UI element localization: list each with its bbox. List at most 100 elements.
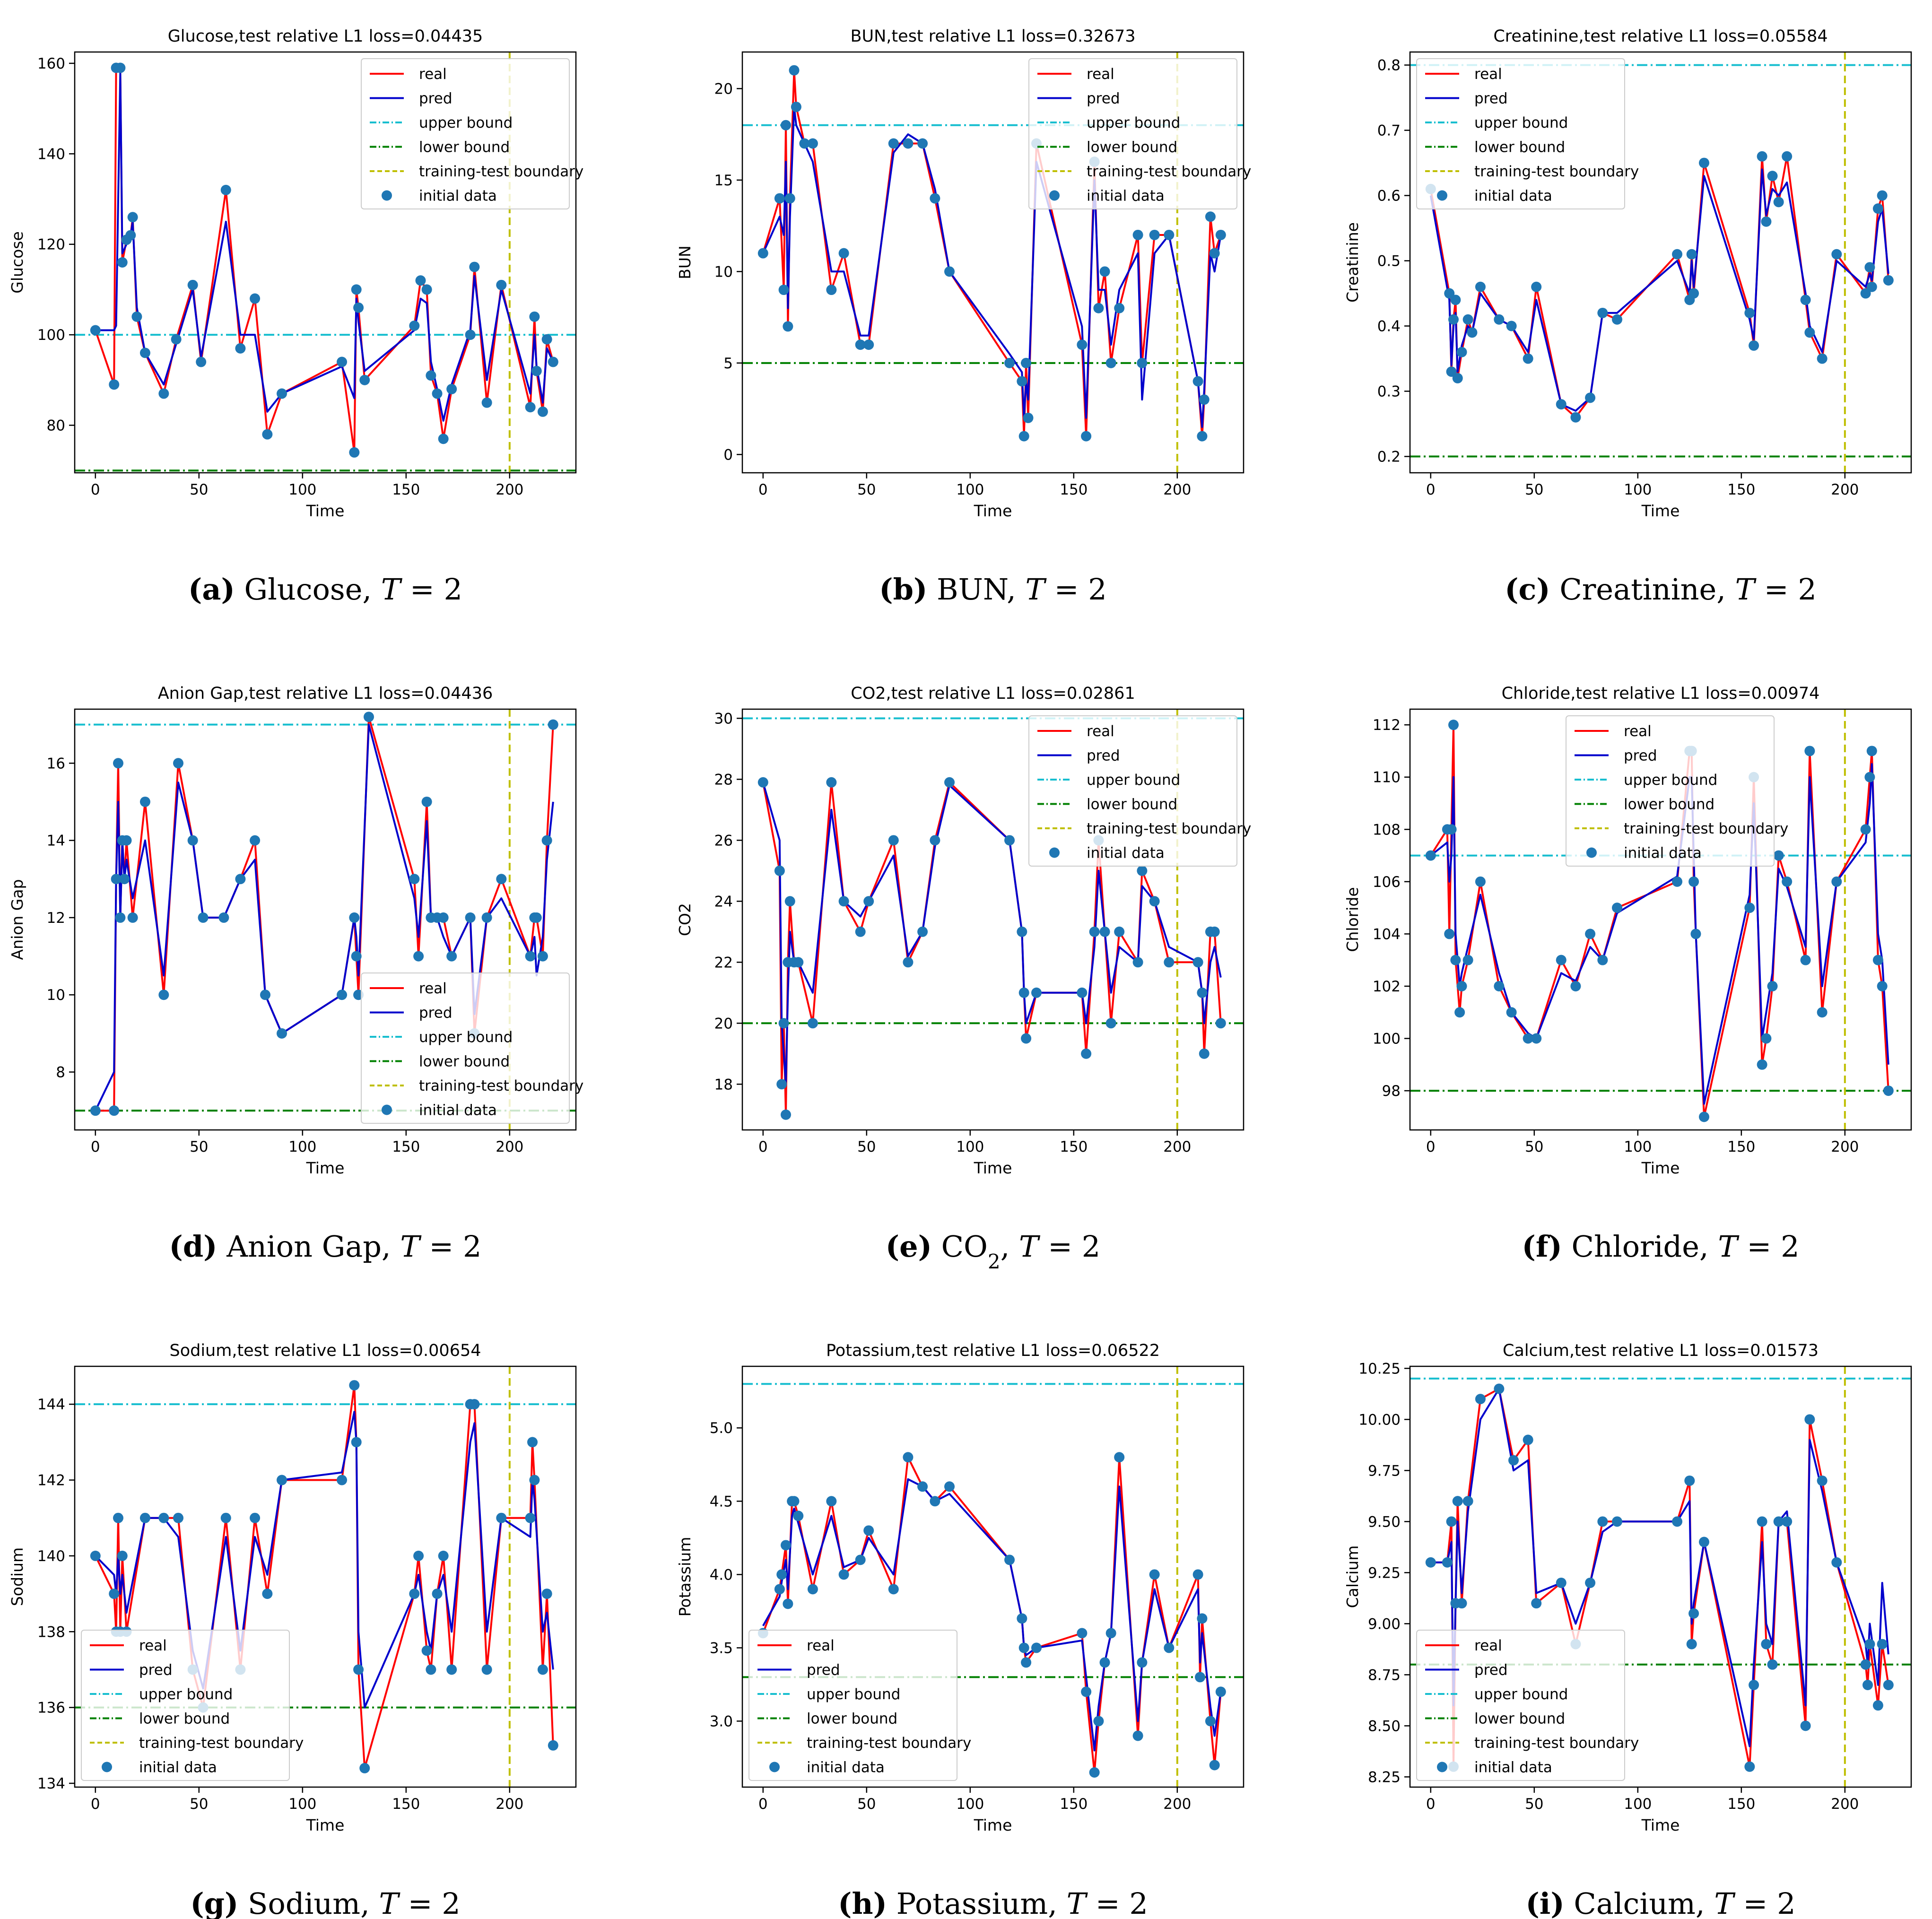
initial-data-point xyxy=(117,1550,128,1561)
initial-data-point xyxy=(481,1664,492,1675)
legend-marker xyxy=(1586,847,1597,858)
y-tick-label: 12 xyxy=(47,910,65,927)
initial-data-point xyxy=(465,912,476,923)
initial-data-point xyxy=(1866,281,1877,292)
initial-data-point xyxy=(1761,216,1772,227)
initial-data-point xyxy=(1767,981,1778,991)
y-tick-label: 4.5 xyxy=(710,1493,733,1510)
legend-upper-bound: upper bound xyxy=(1474,114,1568,131)
initial-data-point xyxy=(531,365,542,376)
initial-data-point xyxy=(1093,303,1104,313)
x-tick-label: 50 xyxy=(1525,481,1543,498)
legend-pred: pred xyxy=(1087,747,1120,764)
chart-title: Potassium,test relative L1 loss=0.06522 xyxy=(826,1341,1160,1360)
initial-data-point xyxy=(838,248,849,259)
legend-training-test-boundary: training-test boundary xyxy=(1087,820,1251,837)
chart-title: Glucose,test relative L1 loss=0.04435 xyxy=(168,27,483,46)
legend-real: real xyxy=(419,980,447,997)
legend-initial-data: initial data xyxy=(419,1102,497,1119)
initial-data-point xyxy=(1089,926,1100,937)
initial-data-point xyxy=(1773,1516,1784,1527)
legend-initial-data: initial data xyxy=(1087,845,1165,862)
initial-data-point xyxy=(529,311,540,322)
initial-data-point xyxy=(1452,1496,1463,1507)
initial-data-point xyxy=(888,1584,899,1595)
x-axis-label: Time xyxy=(1641,1816,1680,1834)
initial-data-point xyxy=(1804,327,1815,338)
x-tick-label: 0 xyxy=(1426,1138,1436,1155)
initial-data-point xyxy=(262,429,273,440)
y-tick-label: 10 xyxy=(714,263,733,280)
initial-data-point xyxy=(1031,1642,1042,1653)
initial-data-point xyxy=(531,912,542,923)
initial-data-point xyxy=(438,912,449,923)
y-tick-label: 0.3 xyxy=(1377,383,1401,400)
legend-box xyxy=(1028,715,1237,867)
initial-data-point xyxy=(1114,1452,1125,1463)
initial-data-point xyxy=(1672,876,1683,887)
initial-data-point xyxy=(1017,926,1027,937)
initial-data-point xyxy=(198,912,209,923)
initial-data-point xyxy=(1688,288,1699,299)
caption-letter: (g) xyxy=(190,1886,238,1919)
x-tick-label: 0 xyxy=(758,1796,768,1813)
y-tick-label: 9.00 xyxy=(1368,1615,1401,1632)
initial-data-point xyxy=(783,321,793,332)
caption-variable: T xyxy=(1718,1229,1740,1264)
initial-data-point xyxy=(1864,1639,1875,1650)
x-tick-label: 100 xyxy=(1624,1138,1652,1155)
y-tick-label: 24 xyxy=(714,893,733,910)
y-tick-label: 0.7 xyxy=(1377,122,1401,139)
initial-data-point xyxy=(1444,929,1455,939)
initial-data-point xyxy=(481,397,492,408)
initial-data-point xyxy=(1585,929,1596,939)
x-tick-label: 50 xyxy=(857,1796,876,1813)
x-tick-label: 100 xyxy=(288,1138,316,1155)
legend-pred: pred xyxy=(419,1005,453,1022)
caption-letter: (e) xyxy=(886,1229,932,1264)
initial-data-point xyxy=(525,1512,536,1523)
initial-data-point xyxy=(359,374,370,385)
legend-pred: pred xyxy=(1087,90,1120,107)
initial-data-point xyxy=(413,951,424,962)
initial-data-point xyxy=(1800,295,1811,305)
initial-data-point xyxy=(220,184,231,195)
initial-data-point xyxy=(1462,1496,1473,1507)
initial-data-point xyxy=(173,1512,184,1523)
initial-data-point xyxy=(917,138,928,149)
legend-upper-bound: upper bound xyxy=(1624,772,1717,789)
initial-data-point xyxy=(1099,926,1110,937)
initial-data-point xyxy=(1215,229,1226,240)
legend-initial-data: initial data xyxy=(807,1759,885,1776)
caption-comma: , xyxy=(360,1886,379,1919)
initial-data-point xyxy=(1800,955,1811,965)
initial-data-point xyxy=(349,912,360,923)
initial-data-point xyxy=(113,758,123,769)
y-axis-label: Potassium xyxy=(676,1537,694,1617)
axes-frame xyxy=(741,1365,1244,1788)
caption-comma: , xyxy=(362,572,381,607)
initial-data-point xyxy=(1199,1048,1210,1059)
initial-data-point xyxy=(1782,151,1793,162)
caption-letter: (h) xyxy=(838,1886,887,1919)
initial-data-point xyxy=(496,279,507,290)
x-tick-label: 0 xyxy=(758,481,768,498)
axes-frame xyxy=(1409,1365,1912,1788)
chart-title: CO2,test relative L1 loss=0.02861 xyxy=(851,684,1135,703)
initial-data-point xyxy=(1450,295,1461,305)
initial-data-point xyxy=(1018,987,1029,998)
legend-marker xyxy=(102,1762,112,1772)
x-tick-label: 100 xyxy=(288,1796,316,1813)
legend-pred: pred xyxy=(1474,1662,1508,1679)
initial-data-point xyxy=(525,402,536,413)
initial-data-point xyxy=(1523,1434,1533,1445)
subplot-8: Calcium,test relative L1 loss=0.01573 0 50… xyxy=(1343,1341,1912,1919)
initial-data-point xyxy=(1761,1033,1772,1044)
initial-data-point xyxy=(1761,1639,1772,1650)
initial-data-point xyxy=(1494,981,1505,991)
initial-data-point xyxy=(838,896,849,907)
initial-data-point xyxy=(496,1512,507,1523)
legend-initial-data: initial data xyxy=(1474,1759,1552,1776)
initial-data-point xyxy=(1506,321,1517,331)
